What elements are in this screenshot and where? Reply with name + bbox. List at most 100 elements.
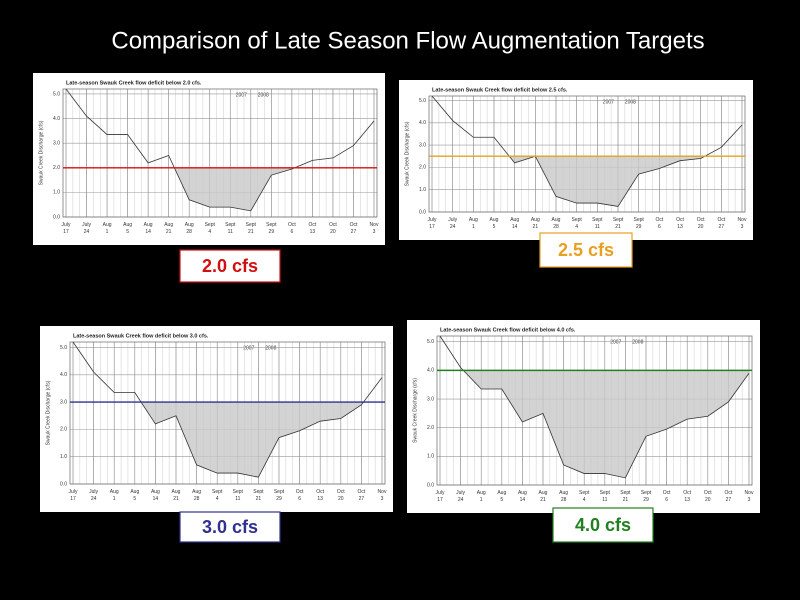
x-tick-label: July 24 — [448, 217, 457, 230]
x-tick-label: Oct 6 — [296, 489, 304, 502]
x-tick-label: Aug 5 — [123, 222, 132, 235]
chart: Late-season Swauk Creek flow deficit bel… — [407, 320, 760, 513]
annotation: 2008 — [265, 345, 276, 351]
x-tick-label: Aug 21 — [539, 490, 548, 503]
x-tick-label: Oct 6 — [655, 217, 663, 230]
annotation: 2008 — [625, 99, 636, 105]
x-tick-label: Aug 14 — [144, 222, 153, 235]
x-tick-label: Aug 5 — [497, 490, 506, 503]
annotation: 2007 — [243, 345, 254, 351]
x-tick-label: July 17 — [62, 222, 71, 235]
x-tick-label: Sept 11 — [600, 490, 611, 503]
x-tick-label: Sept 4 — [579, 490, 590, 503]
flow-line — [72, 341, 383, 478]
x-tick-label: Nov 3 — [378, 489, 387, 502]
x-tick-label: Sept 11 — [592, 217, 603, 230]
x-tick-label: Sept 4 — [212, 489, 223, 502]
target-label: 3.0 cfs — [202, 517, 258, 537]
y-tick-label: 1.0 — [427, 454, 434, 460]
x-tick-label: Sept 4 — [205, 222, 216, 235]
x-tick-label: Sept 11 — [233, 489, 244, 502]
deficit-area — [73, 402, 382, 478]
y-tick-label: 3.0 — [53, 140, 60, 146]
y-tick-label: 3.0 — [419, 142, 426, 148]
target-label-box — [539, 232, 633, 268]
target-label: 2.0 cfs — [202, 256, 258, 276]
flow-line — [65, 88, 375, 212]
x-tick-label: Aug 28 — [185, 222, 194, 235]
chart: Late-season Swauk Creek flow deficit bel… — [40, 326, 393, 512]
y-tick-label: 5.0 — [419, 98, 426, 104]
x-tick-label: July 24 — [82, 222, 91, 235]
y-tick-label: 4.0 — [419, 120, 426, 126]
x-tick-label: Aug 21 — [164, 222, 173, 235]
y-tick-label: 3.0 — [60, 399, 67, 405]
x-tick-label: Oct 20 — [337, 489, 345, 502]
x-tick-label: July 17 — [436, 490, 445, 503]
y-tick-label: 4.0 — [53, 116, 60, 122]
x-tick-label: Oct 27 — [358, 489, 366, 502]
x-tick-label: Oct 13 — [683, 490, 691, 503]
x-tick-label: Oct 6 — [288, 222, 296, 235]
annotation: 2008 — [258, 92, 269, 98]
x-tick-label: Aug 14 — [151, 489, 160, 502]
y-tick-label: 2.0 — [427, 425, 434, 431]
y-tick-label: 3.0 — [427, 396, 434, 402]
x-tick-label: Aug 5 — [130, 489, 139, 502]
x-tick-label: Aug 21 — [531, 217, 540, 230]
y-tick-label: 2.0 — [53, 165, 60, 171]
y-tick-label: 4.0 — [60, 372, 67, 378]
y-axis-label: Swauk Creek Discharge (cfs) — [412, 378, 418, 443]
x-tick-label: Oct 27 — [725, 490, 733, 503]
x-tick-label: Oct 6 — [663, 490, 671, 503]
x-tick-label: Sept 29 — [266, 222, 277, 235]
x-tick-label: July 24 — [89, 489, 98, 502]
x-tick-label: Aug 1 — [110, 489, 119, 502]
plot-frame — [428, 95, 746, 213]
x-tick-label: Aug 1 — [477, 490, 486, 503]
y-tick-label: 2.0 — [60, 427, 67, 433]
x-tick-label: Sept 29 — [634, 217, 645, 230]
chart: Late-season Swauk Creek flow deficit bel… — [399, 80, 753, 240]
deficit-area — [440, 370, 749, 478]
x-tick-label: Aug 28 — [192, 489, 201, 502]
x-tick-label: Oct 20 — [704, 490, 712, 503]
y-tick-label: 0.0 — [53, 214, 60, 220]
chart-title: Late-season Swauk Creek flow deficit bel… — [66, 80, 202, 86]
x-tick-label: Sept 21 — [620, 490, 631, 503]
x-tick-label: Nov 3 — [745, 490, 754, 503]
annotation: 2007 — [610, 339, 621, 345]
target-label: 4.0 cfs — [575, 515, 631, 535]
x-tick-label: Aug 1 — [469, 217, 478, 230]
x-tick-label: Sept 29 — [274, 489, 285, 502]
x-tick-label: July 17 — [69, 489, 78, 502]
x-tick-label: Aug 14 — [510, 217, 519, 230]
plot-frame — [436, 335, 753, 486]
y-tick-label: 1.0 — [53, 190, 60, 196]
flow-line — [431, 95, 743, 207]
target-label: 2.5 cfs — [558, 240, 614, 260]
target-label-box — [179, 511, 281, 543]
x-tick-label: Sept 4 — [572, 217, 583, 230]
x-tick-label: Sept 11 — [225, 222, 236, 235]
y-tick-label: 5.0 — [427, 339, 434, 345]
annotation: 2008 — [632, 339, 643, 345]
slide-title: Comparison of Late Season Flow Augmentat… — [111, 27, 704, 54]
x-tick-label: Nov 3 — [370, 222, 379, 235]
x-tick-label: July 24 — [456, 490, 465, 503]
chart-title: Late-season Swauk Creek flow deficit bel… — [440, 327, 576, 333]
y-tick-label: 0.0 — [419, 209, 426, 215]
x-tick-label: Sept 21 — [246, 222, 257, 235]
plot-frame — [69, 341, 386, 485]
flow-line — [439, 335, 750, 479]
target-label-box — [552, 507, 654, 543]
y-tick-label: 0.0 — [60, 481, 67, 487]
y-tick-label: 4.0 — [427, 368, 434, 374]
x-tick-label: July 17 — [428, 217, 437, 230]
deficit-area — [66, 167, 374, 211]
chart: Late-season Swauk Creek flow deficit bel… — [33, 73, 385, 245]
x-tick-label: Aug 21 — [172, 489, 181, 502]
x-tick-label: Aug 28 — [559, 490, 568, 503]
x-tick-label: Sept 29 — [641, 490, 652, 503]
